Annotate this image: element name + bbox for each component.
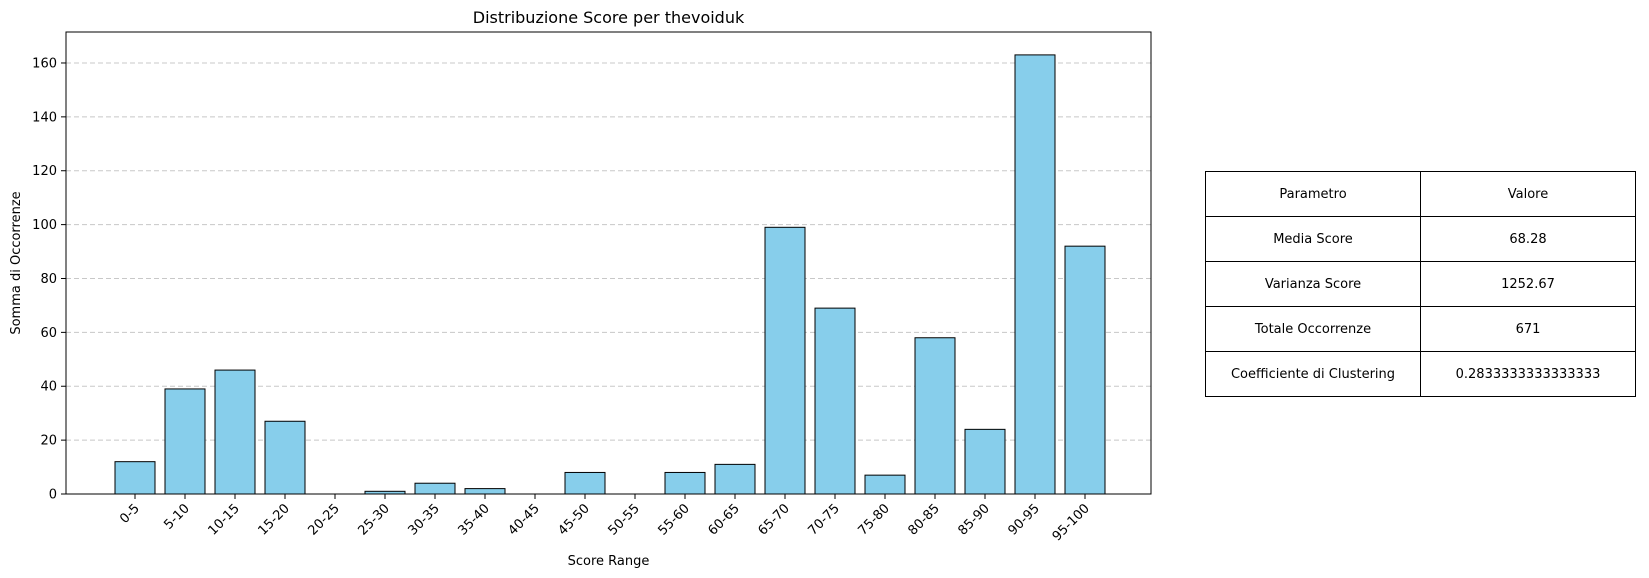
bar [464, 488, 506, 495]
bar [214, 369, 256, 495]
x-tick-label: 0-5 [117, 501, 143, 527]
x-tick-label: 60-65 [706, 501, 743, 538]
table-cell-value: 0.2833333333333333 [1420, 351, 1636, 397]
table-row: Totale Occorrenze 671 [1205, 306, 1636, 352]
table-cell-parameter: Varianza Score [1205, 261, 1421, 307]
bar [1014, 54, 1056, 495]
y-tick-label: 160 [32, 56, 57, 71]
table-header-row: Parametro Valore [1205, 171, 1636, 217]
x-tick-label: 50-55 [606, 501, 643, 538]
x-tick-label: 90-95 [1006, 501, 1043, 538]
table-row: Varianza Score 1252.67 [1205, 261, 1636, 307]
x-tick-label: 45-50 [556, 501, 593, 538]
table-cell-value: 68.28 [1420, 216, 1636, 262]
x-tick-label: 5-10 [161, 501, 192, 532]
x-tick-label: 95-100 [1050, 501, 1093, 544]
x-tick-label: 80-85 [906, 501, 943, 538]
x-tick-label: 70-75 [806, 501, 843, 538]
y-tick-label: 140 [32, 110, 57, 125]
x-tick-label: 10-15 [206, 501, 243, 538]
x-tick-label: 85-90 [956, 501, 993, 538]
bar [564, 471, 606, 495]
x-tick-label: 40-45 [506, 501, 543, 538]
y-tick-label: 20 [40, 434, 57, 449]
x-tick-label: 30-35 [406, 501, 443, 538]
y-tick-label: 120 [32, 164, 57, 179]
x-axis-label: Score Range [568, 554, 650, 569]
y-tick-label: 0 [49, 488, 57, 503]
chart-title: Distribuzione Score per thevoiduk [473, 8, 745, 27]
bar [864, 474, 906, 495]
x-tick-label: 75-80 [856, 501, 893, 538]
bar [914, 337, 956, 495]
bar [414, 482, 456, 495]
bar [814, 307, 856, 495]
table-header-cell: Valore [1420, 171, 1636, 217]
x-tick-label: 35-40 [456, 501, 493, 538]
y-tick-label: 60 [40, 326, 57, 341]
bar [714, 463, 756, 495]
x-tick-label: 15-20 [256, 501, 293, 538]
bars [114, 54, 1106, 495]
table-header-cell: Parametro [1205, 171, 1421, 217]
bar [664, 471, 706, 495]
table-row: Coefficiente di Clustering 0.28333333333… [1205, 351, 1636, 397]
table-cell-parameter: Totale Occorrenze [1205, 306, 1421, 352]
bar [964, 428, 1006, 495]
bar [264, 420, 306, 495]
bar [114, 461, 156, 495]
x-tick-label: 55-60 [656, 501, 693, 538]
x-tick-label: 65-70 [756, 501, 793, 538]
table-row: Media Score 68.28 [1205, 216, 1636, 262]
y-tick-label: 40 [40, 380, 57, 395]
table-cell-value: 671 [1420, 306, 1636, 352]
table-cell-parameter: Coefficiente di Clustering [1205, 351, 1421, 397]
bar [164, 388, 206, 495]
y-axis-label: Somma di Occorrenze [9, 191, 24, 334]
y-tick-label: 80 [40, 272, 57, 287]
table-cell-parameter: Media Score [1205, 216, 1421, 262]
table-cell-value: 1252.67 [1420, 261, 1636, 307]
x-tick-label: 25-30 [356, 501, 393, 538]
bar [1064, 245, 1106, 495]
plot-frame [65, 31, 1152, 495]
x-axis: 0-5 5-10 10-15 15-20 20-25 25-30 30-35 35-40 40-… [117, 494, 1093, 544]
y-axis: 0 20 40 60 80 100 120 140 160 [32, 56, 66, 503]
bar [764, 226, 806, 495]
x-tick-label: 20-25 [306, 501, 343, 538]
y-tick-label: 100 [32, 218, 57, 233]
stats-table: Parametro Valore Media Score 68.28 Varia… [1205, 171, 1636, 397]
